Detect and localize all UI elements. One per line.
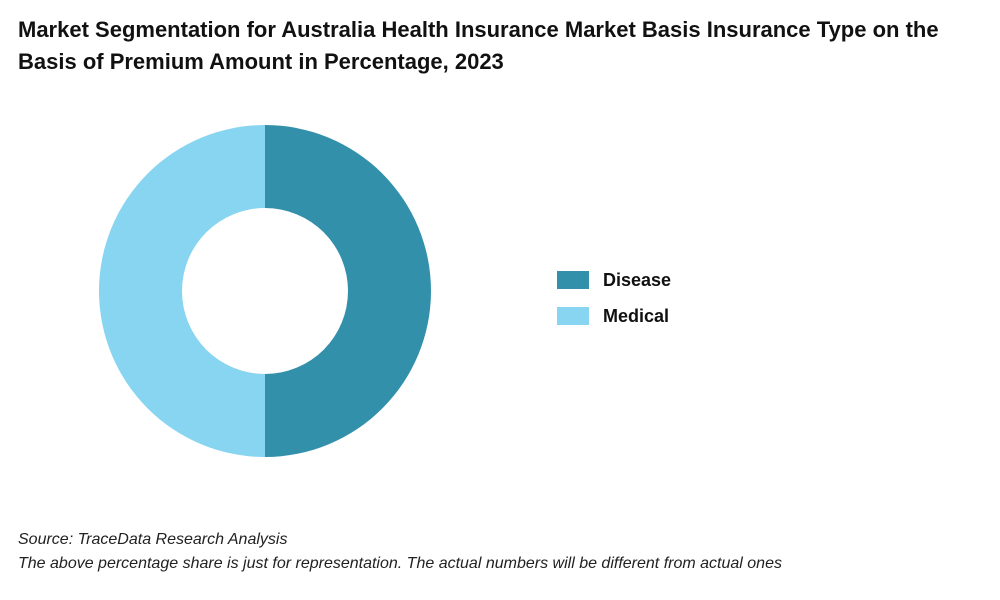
source-note: Source: TraceData Research Analysis xyxy=(18,531,288,548)
legend-item-disease: Disease xyxy=(557,262,671,298)
legend-item-medical: Medical xyxy=(557,298,671,334)
legend-swatch xyxy=(557,271,589,289)
legend-swatch xyxy=(557,307,589,325)
donut-slice-disease xyxy=(265,125,431,457)
chart-title: Market Segmentation for Australia Health… xyxy=(18,17,939,74)
legend: Disease Medical xyxy=(557,262,671,334)
legend-label: Disease xyxy=(603,269,672,290)
donut-slice-medical xyxy=(99,125,265,457)
disclaimer-note: The above percentage share is just for r… xyxy=(18,555,782,572)
footnotes: Source: TraceData Research Analysis The … xyxy=(18,528,782,576)
legend-label: Medical xyxy=(603,305,670,326)
